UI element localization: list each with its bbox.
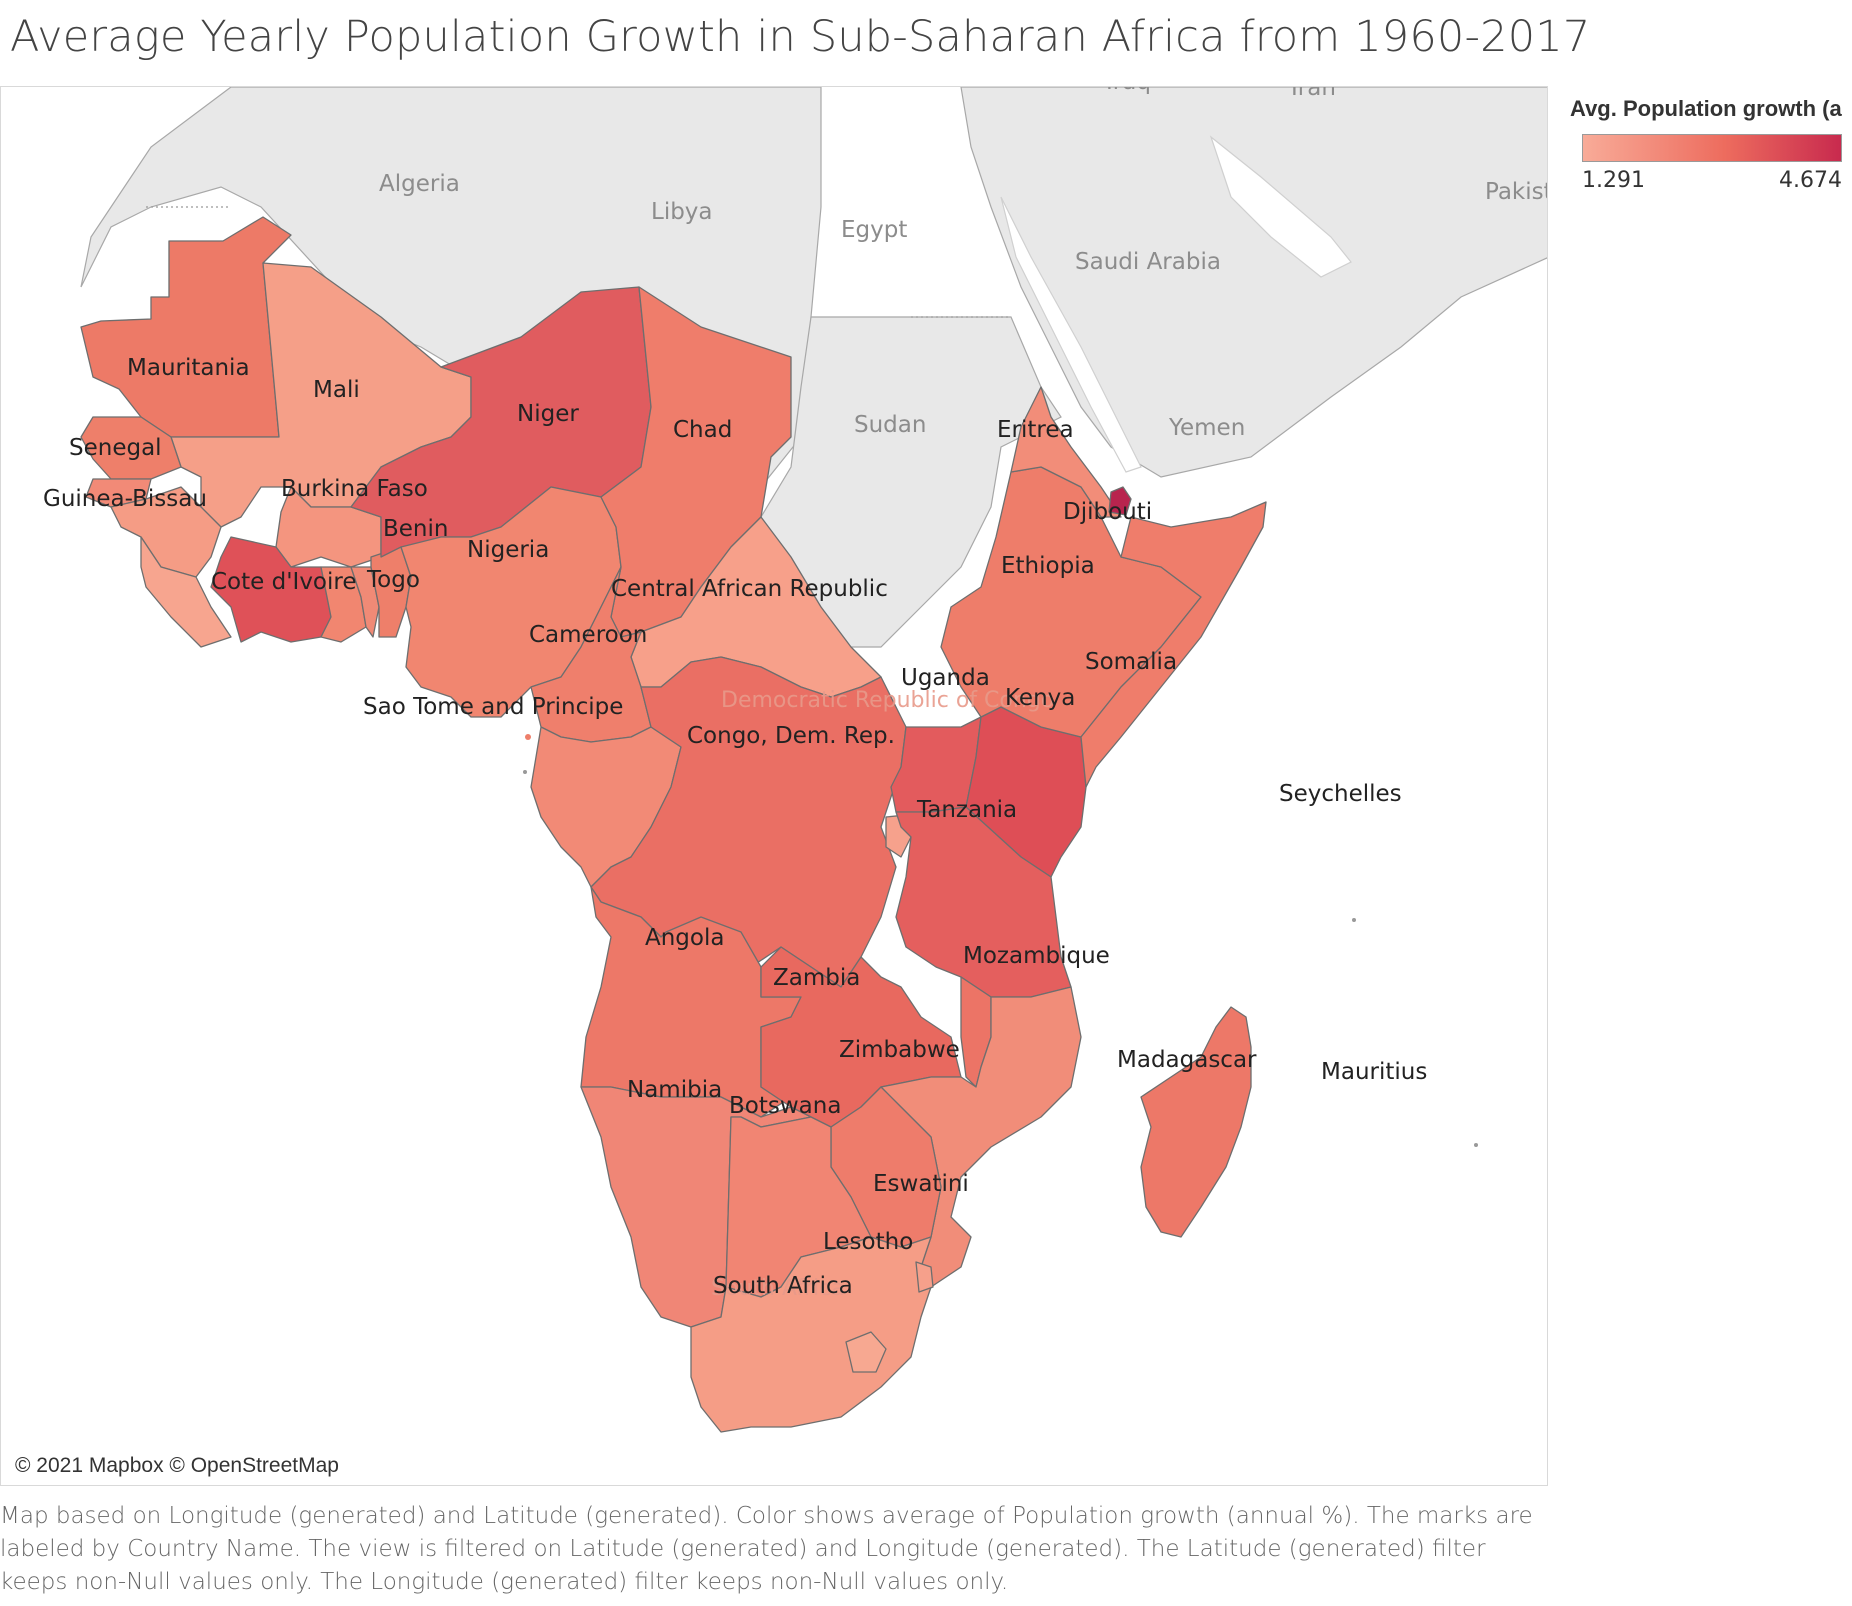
label-congo-dem-rep: Congo, Dem. Rep. <box>687 723 895 749</box>
label-saudi-arabia: Saudi Arabia <box>1075 249 1221 275</box>
label-mauritania: Mauritania <box>127 355 250 381</box>
chart-title: Average Yearly Population Growth in Sub-… <box>10 12 1591 62</box>
data-layer <box>80 216 1478 1433</box>
country-madagascar[interactable] <box>1140 1006 1252 1238</box>
label-niger: Niger <box>517 401 579 427</box>
island-seychelles[interactable] <box>1352 918 1356 922</box>
legend-labels: 1.291 4.674 <box>1582 168 1842 193</box>
legend-color-ramp <box>1582 134 1842 162</box>
label-uganda: Uganda <box>901 665 990 691</box>
label-drc-base: Democratic Republic of Congo <box>721 688 1054 713</box>
label-zambia: Zambia <box>773 965 860 991</box>
basemap-arabia <box>960 87 1547 478</box>
country-eswatini[interactable] <box>915 1261 934 1293</box>
label-seychelles: Seychelles <box>1279 781 1402 807</box>
country-sierra-leone-liberia[interactable] <box>140 536 232 648</box>
label-kenya: Kenya <box>1005 685 1075 711</box>
label-cote-divoire: Cote d'Ivoire <box>211 569 357 595</box>
label-mozambique: Mozambique <box>963 943 1110 969</box>
label-sao-tome: Sao Tome and Principe <box>363 694 623 720</box>
label-cameroon: Cameroon <box>529 622 647 648</box>
label-mauritius: Mauritius <box>1321 1059 1427 1085</box>
label-chad: Chad <box>673 417 732 443</box>
label-benin: Benin <box>383 516 448 542</box>
label-mali: Mali <box>313 377 360 403</box>
label-south-africa-base: South Africa <box>711 1276 845 1301</box>
country-guinea[interactable] <box>110 486 222 578</box>
island-sao-tome[interactable] <box>523 770 527 774</box>
label-iraq: Iraq <box>1106 87 1151 95</box>
country-somalia[interactable] <box>1080 501 1267 788</box>
basemap-labels: Algeria Libya Egypt Saudi Arabia Sudan Y… <box>379 87 1548 1301</box>
label-iran: Iran <box>1291 87 1336 101</box>
country-labels: Mauritania Mali Niger Chad Senegal Guine… <box>43 355 1427 1299</box>
label-djibouti: Djibouti <box>1063 499 1152 525</box>
label-senegal: Senegal <box>69 435 162 461</box>
map-view[interactable]: Algeria Libya Egypt Saudi Arabia Sudan Y… <box>0 86 1548 1486</box>
label-yemen: Yemen <box>1168 415 1245 441</box>
label-angola: Angola <box>645 925 724 951</box>
label-madagascar: Madagascar <box>1117 1047 1257 1073</box>
country-lesotho[interactable] <box>845 1331 887 1373</box>
label-nigeria: Nigeria <box>467 537 549 563</box>
basemap-red-sea <box>1000 196 1142 473</box>
label-libya: Libya <box>651 199 713 225</box>
label-zimbabwe: Zimbabwe <box>839 1037 960 1063</box>
label-botswana: Botswana <box>729 1093 841 1119</box>
country-cote-divoire[interactable] <box>210 536 332 643</box>
label-lesotho: Lesotho <box>823 1229 913 1255</box>
label-tanzania: Tanzania <box>916 797 1017 823</box>
basemap-persian-gulf <box>1209 135 1352 278</box>
label-pakistan: Pakist <box>1485 179 1548 205</box>
country-eritrea[interactable] <box>1010 386 1122 518</box>
island-mauritius[interactable] <box>1474 1143 1478 1147</box>
label-togo: Togo <box>366 567 420 593</box>
label-somalia: Somalia <box>1085 649 1177 675</box>
legend-min-label: 1.291 <box>1582 168 1645 193</box>
island-bioko[interactable] <box>525 734 531 740</box>
label-sudan: Sudan <box>854 412 926 438</box>
map-svg: Algeria Libya Egypt Saudi Arabia Sudan Y… <box>43 87 1548 1433</box>
basemap-dotted-border <box>146 206 1011 318</box>
country-mauritania[interactable] <box>80 216 292 438</box>
label-ethiopia: Ethiopia <box>1001 553 1095 579</box>
chart-caption: Map based on Longitude (generated) and L… <box>0 1503 1533 1595</box>
label-algeria: Algeria <box>379 171 460 197</box>
label-central-african-republic: Central African Republic <box>611 576 888 602</box>
legend-title: Avg. Population growth (annual %) <box>1570 96 1842 121</box>
legend-max-label: 4.674 <box>1779 168 1842 193</box>
label-eswatini: Eswatini <box>873 1171 969 1197</box>
label-burkina-faso: Burkina Faso <box>281 476 428 502</box>
basemap-sudan-region <box>760 316 1062 648</box>
label-egypt: Egypt <box>841 217 907 243</box>
label-namibia: Namibia <box>627 1077 722 1103</box>
label-guinea-bissau: Guinea-Bissau <box>43 486 207 512</box>
label-eritrea: Eritrea <box>997 417 1074 443</box>
country-djibouti[interactable] <box>1108 486 1132 516</box>
label-south-africa: South Africa <box>713 1273 853 1299</box>
map-attribution[interactable]: © 2021 Mapbox © OpenStreetMap <box>9 1453 345 1479</box>
color-legend: Avg. Population growth (annual %) 1.291 … <box>1570 96 1846 193</box>
